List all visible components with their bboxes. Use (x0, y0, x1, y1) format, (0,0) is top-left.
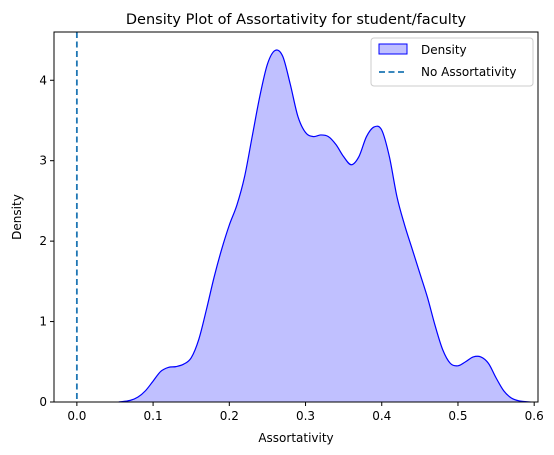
y-tick-label: 3 (39, 154, 47, 168)
x-tick-label: 0.6 (525, 409, 544, 423)
x-tick-label: 0.5 (448, 409, 467, 423)
y-axis-label: Density (10, 194, 24, 240)
legend: Density No Assortativity (370, 37, 534, 87)
legend-density-label: Density (421, 43, 467, 57)
x-tick-label: 0.3 (296, 409, 315, 423)
x-tick-label: 0.0 (67, 409, 86, 423)
legend-density-swatch (378, 43, 408, 55)
legend-box (370, 37, 534, 87)
y-axis: 0 1 2 3 4 (39, 73, 54, 409)
x-tick-label: 0.2 (220, 409, 239, 423)
legend-no-assortativity-label: No Assortativity (421, 65, 516, 79)
x-tick-label: 0.1 (144, 409, 163, 423)
y-tick-label: 0 (39, 395, 47, 409)
y-tick-label: 1 (39, 315, 47, 329)
plot-frame (53, 31, 539, 403)
density-line (118, 49, 531, 403)
x-tick-label: 0.4 (372, 409, 391, 423)
y-tick-label: 4 (39, 73, 47, 87)
x-axis-label: Assortativity (258, 431, 333, 445)
density-area (118, 50, 531, 402)
chart-title: Density Plot of Assortativity for studen… (126, 12, 467, 28)
y-tick-label: 2 (39, 234, 47, 248)
plot-area (53, 31, 539, 403)
x-axis: 0.0 0.1 0.2 0.3 0.4 0.5 0.6 (67, 402, 544, 423)
